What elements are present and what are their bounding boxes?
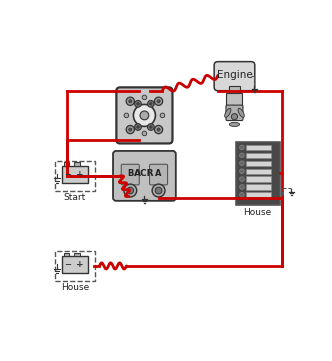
Circle shape [129, 100, 132, 103]
Circle shape [240, 184, 244, 189]
Circle shape [126, 97, 134, 105]
FancyBboxPatch shape [226, 105, 243, 121]
Circle shape [157, 128, 160, 131]
Bar [64, 253, 69, 256]
Circle shape [240, 145, 244, 150]
FancyBboxPatch shape [55, 161, 95, 191]
Circle shape [240, 161, 244, 166]
Circle shape [150, 126, 152, 128]
Circle shape [133, 104, 155, 126]
Circle shape [137, 103, 139, 105]
Ellipse shape [225, 108, 231, 117]
Circle shape [124, 184, 137, 197]
Circle shape [160, 113, 165, 118]
Circle shape [150, 103, 152, 105]
Circle shape [155, 187, 162, 194]
Bar [74, 253, 80, 256]
Text: Start: Start [64, 193, 86, 202]
Text: +: + [76, 260, 84, 269]
Circle shape [240, 192, 244, 197]
Circle shape [240, 153, 244, 158]
Text: ACR: ACR [134, 169, 155, 178]
FancyBboxPatch shape [226, 93, 242, 108]
FancyBboxPatch shape [55, 251, 95, 281]
Text: B: B [127, 169, 133, 178]
Bar [246, 145, 271, 150]
Circle shape [129, 128, 132, 131]
Circle shape [152, 184, 165, 197]
Bar [74, 162, 80, 166]
Circle shape [126, 125, 134, 134]
Circle shape [240, 169, 244, 174]
Bar [64, 162, 69, 166]
Circle shape [135, 123, 141, 130]
FancyBboxPatch shape [113, 151, 176, 201]
Circle shape [147, 100, 154, 107]
FancyBboxPatch shape [117, 87, 172, 143]
Bar [246, 192, 271, 197]
Circle shape [135, 100, 141, 107]
Ellipse shape [238, 108, 244, 117]
Circle shape [127, 187, 133, 194]
Circle shape [154, 97, 163, 105]
Text: +: + [76, 170, 84, 179]
Text: −: − [64, 260, 71, 269]
Circle shape [231, 114, 238, 120]
Text: A: A [155, 169, 162, 178]
Bar [246, 153, 271, 158]
Ellipse shape [229, 122, 240, 126]
Bar [62, 256, 88, 273]
Circle shape [137, 126, 139, 128]
FancyBboxPatch shape [229, 86, 240, 95]
Circle shape [142, 131, 147, 136]
Text: House: House [61, 283, 89, 292]
Circle shape [124, 113, 129, 118]
Bar [62, 166, 88, 183]
Bar [246, 169, 271, 174]
Text: House: House [243, 208, 272, 217]
Circle shape [140, 111, 149, 120]
FancyBboxPatch shape [150, 164, 168, 185]
Circle shape [154, 125, 163, 134]
Text: Engine: Engine [216, 70, 252, 80]
Circle shape [142, 95, 147, 100]
Bar [246, 184, 271, 190]
Circle shape [157, 100, 160, 103]
Bar [236, 142, 280, 205]
Circle shape [147, 123, 154, 130]
Bar [246, 161, 271, 166]
Text: −: − [64, 170, 71, 179]
Bar [246, 177, 271, 182]
Circle shape [240, 177, 244, 181]
FancyBboxPatch shape [214, 62, 255, 91]
FancyBboxPatch shape [121, 164, 139, 185]
